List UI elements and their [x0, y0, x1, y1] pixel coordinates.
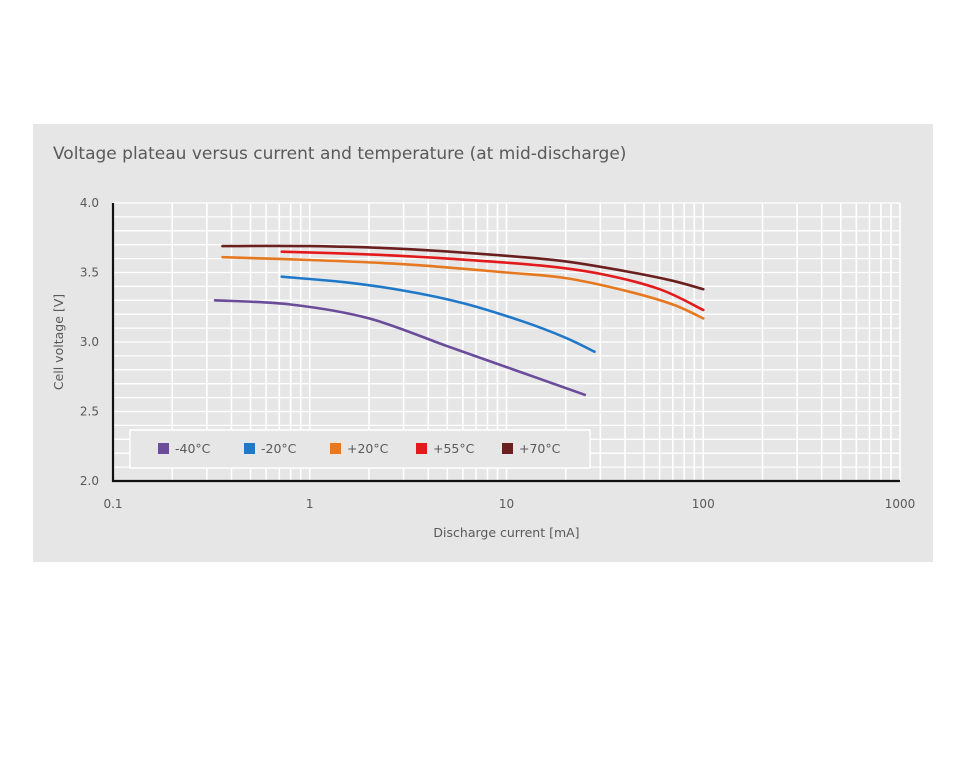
legend-swatch-5	[502, 443, 513, 454]
legend-box	[129, 429, 591, 469]
y-axis-title: Cell voltage [V]	[51, 294, 66, 390]
legend-swatch-3	[330, 443, 341, 454]
x-tick-label: 1	[306, 497, 314, 511]
series-line-4	[280, 250, 705, 312]
y-tick-label: 4.0	[80, 196, 99, 210]
y-tick-label: 2.0	[80, 474, 99, 488]
x-tick-label: 100	[692, 497, 715, 511]
series-line-5	[221, 244, 705, 291]
legend-swatch-4	[416, 443, 427, 454]
y-tick-label: 3.0	[80, 335, 99, 349]
y-tick-label: 2.5	[80, 405, 99, 419]
legend-label-2: -20°C	[261, 441, 297, 456]
chart-panel: Voltage plateau versus current and tempe…	[33, 124, 933, 562]
legend-label-4: +55°C	[433, 441, 475, 456]
chart-title: Voltage plateau versus current and tempe…	[53, 144, 627, 164]
series-line-1	[213, 299, 587, 397]
legend-swatch-1	[158, 443, 169, 454]
legend-swatch-2	[244, 443, 255, 454]
legend-label-5: +70°C	[519, 441, 561, 456]
x-tick-label: 0.1	[103, 497, 122, 511]
x-axis-title: Discharge current [mA]	[433, 525, 579, 540]
plot-area: 0.1 1 10 100 1000 2.0 2.5 3.0 3.5 4.0 Discharge cu…	[51, 196, 916, 540]
legend-label-3: +20°C	[347, 441, 389, 456]
series-line-2	[280, 275, 596, 353]
y-tick-label: 3.5	[80, 266, 99, 280]
x-tick-label: 10	[499, 497, 514, 511]
x-tick-label: 1000	[885, 497, 916, 511]
legend-label-1: -40°C	[175, 441, 211, 456]
series-line-3	[221, 255, 705, 320]
